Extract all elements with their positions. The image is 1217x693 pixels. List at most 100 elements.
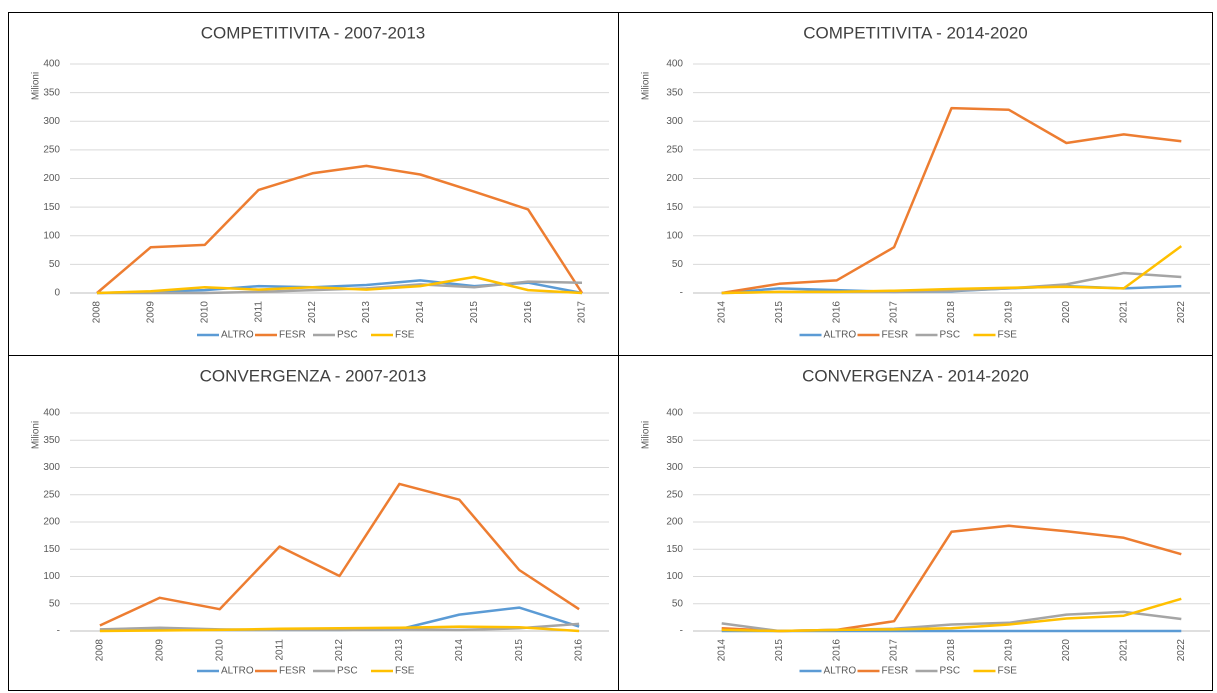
legend-label: FESR bbox=[279, 666, 306, 677]
x-tick-label: 2019 bbox=[1004, 301, 1015, 324]
legend-label: FESR bbox=[882, 666, 909, 677]
legend-label: PSC bbox=[337, 666, 358, 677]
x-tick-label: 2011 bbox=[253, 301, 264, 323]
x-tick-label: 2009 bbox=[145, 301, 156, 324]
outer-border bbox=[8, 12, 1213, 691]
series-line bbox=[99, 622, 580, 632]
y-tick-label: 400 bbox=[666, 408, 683, 419]
y-tick-label: 300 bbox=[43, 116, 60, 127]
x-tick-label: 2022 bbox=[1176, 301, 1187, 324]
y-tick-label: 250 bbox=[666, 489, 683, 500]
y-tick-label: 50 bbox=[49, 259, 61, 270]
chart-title: CONVERGENZA - 2014-2020 bbox=[802, 366, 1029, 385]
legend-label: PSC bbox=[940, 330, 961, 341]
legend-label: ALTRO bbox=[824, 666, 857, 677]
x-tick-label: 2015 bbox=[774, 639, 785, 662]
x-tick-label: 2009 bbox=[154, 639, 165, 662]
x-tick-label: 2014 bbox=[454, 639, 465, 662]
series-line bbox=[721, 245, 1183, 295]
y-tick-label: 150 bbox=[666, 544, 683, 555]
y-tick-label: 300 bbox=[666, 116, 683, 127]
y-tick-label: 200 bbox=[43, 173, 60, 184]
x-tick-label: 2016 bbox=[831, 639, 842, 662]
y-tick-label: 400 bbox=[43, 408, 60, 419]
y-tick-label: 350 bbox=[666, 87, 683, 98]
y-tick-label: 400 bbox=[666, 59, 683, 70]
legend-label: PSC bbox=[940, 666, 961, 677]
x-tick-label: 2021 bbox=[1118, 301, 1129, 324]
x-tick-label: 2014 bbox=[716, 639, 727, 662]
y-tick-label: 150 bbox=[666, 202, 683, 213]
y-tick-label: 50 bbox=[49, 598, 61, 609]
legend-label: FSE bbox=[998, 330, 1018, 341]
y-tick-label: 100 bbox=[43, 571, 60, 582]
x-tick-label: 2012 bbox=[334, 639, 345, 662]
y-tick-label: 300 bbox=[43, 462, 60, 473]
x-tick-label: 2018 bbox=[946, 301, 957, 324]
x-tick-label: 2012 bbox=[307, 301, 318, 324]
x-tick-label: 2015 bbox=[774, 301, 785, 324]
y-tick-label: 250 bbox=[666, 145, 683, 156]
series-line bbox=[99, 482, 580, 627]
y-tick-label: 250 bbox=[43, 489, 60, 500]
series-line bbox=[96, 275, 583, 295]
x-tick-label: 2008 bbox=[92, 301, 103, 324]
x-tick-label: 2021 bbox=[1118, 639, 1129, 662]
legend-label: FESR bbox=[279, 330, 306, 341]
y-tick-label: 100 bbox=[43, 230, 60, 241]
x-tick-label: 2020 bbox=[1061, 639, 1072, 662]
legend-label: FESR bbox=[882, 330, 909, 341]
y-axis-label: Milioni bbox=[31, 72, 42, 100]
legend-label: FSE bbox=[395, 666, 415, 677]
chart-title: COMPETITIVITA - 2014-2020 bbox=[803, 23, 1028, 42]
legend-label: ALTRO bbox=[824, 330, 857, 341]
x-tick-label: 2016 bbox=[831, 301, 842, 324]
x-tick-label: 2019 bbox=[1004, 639, 1015, 662]
y-tick-label: 400 bbox=[43, 59, 60, 70]
x-tick-label: 2018 bbox=[946, 639, 957, 662]
x-tick-label: 2014 bbox=[716, 301, 727, 324]
x-tick-label: 2010 bbox=[214, 639, 225, 662]
x-tick-label: 2017 bbox=[889, 639, 900, 662]
legend-label: ALTRO bbox=[221, 330, 254, 341]
x-tick-label: 2016 bbox=[574, 639, 585, 662]
x-tick-label: 2020 bbox=[1061, 301, 1072, 324]
x-tick-label: 2017 bbox=[577, 301, 588, 324]
x-tick-label: 2022 bbox=[1176, 639, 1187, 662]
x-tick-label: 2015 bbox=[514, 639, 525, 662]
chart-title: COMPETITIVITA - 2007-2013 bbox=[201, 23, 426, 42]
y-tick-label: 100 bbox=[666, 230, 683, 241]
y-tick-label: 250 bbox=[43, 145, 60, 156]
legend-label: FSE bbox=[998, 666, 1018, 677]
y-tick-label: 200 bbox=[43, 517, 60, 528]
legend-label: PSC bbox=[337, 330, 358, 341]
series-line bbox=[96, 164, 584, 294]
y-tick-label: 200 bbox=[666, 173, 683, 184]
x-tick-label: 2011 bbox=[274, 639, 285, 661]
y-tick-label: 50 bbox=[672, 598, 684, 609]
y-axis-label: Milioni bbox=[641, 72, 652, 100]
chart-title: CONVERGENZA - 2007-2013 bbox=[200, 366, 427, 385]
y-axis-label: Milioni bbox=[31, 421, 42, 449]
x-tick-label: 2008 bbox=[95, 639, 106, 662]
y-tick-label: 100 bbox=[666, 571, 683, 582]
y-tick-label: - bbox=[680, 288, 683, 299]
x-tick-label: 2014 bbox=[415, 301, 426, 324]
y-tick-label: 50 bbox=[672, 259, 684, 270]
y-tick-label: 350 bbox=[43, 87, 60, 98]
y-tick-label: - bbox=[680, 626, 683, 637]
y-tick-label: 0 bbox=[54, 288, 60, 299]
x-tick-label: 2013 bbox=[361, 301, 372, 324]
y-tick-label: 150 bbox=[43, 202, 60, 213]
x-tick-label: 2015 bbox=[469, 301, 480, 324]
y-tick-label: 200 bbox=[666, 517, 683, 528]
x-tick-label: 2017 bbox=[889, 301, 900, 324]
y-tick-label: 150 bbox=[43, 544, 60, 555]
series-line bbox=[721, 106, 1182, 295]
x-tick-label: 2013 bbox=[394, 639, 405, 662]
x-tick-label: 2010 bbox=[199, 301, 210, 324]
series-line bbox=[99, 625, 580, 633]
y-tick-label: 300 bbox=[666, 462, 683, 473]
